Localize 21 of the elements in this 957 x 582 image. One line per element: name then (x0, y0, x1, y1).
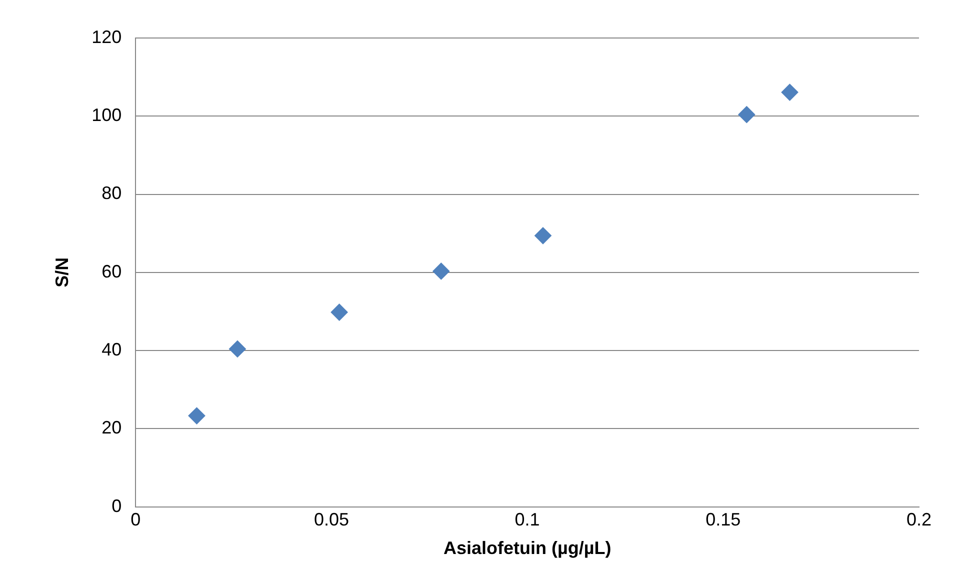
y-axis-title: S/N (52, 257, 72, 288)
y-tick-label: 20 (102, 418, 122, 438)
y-tick-label: 100 (92, 105, 122, 126)
y-tick-label: 60 (102, 261, 122, 282)
y-tick-label: 80 (102, 183, 122, 204)
point (188, 407, 206, 424)
point (432, 262, 450, 280)
x-tick-label: 0.05 (314, 510, 349, 530)
y-tick-label: 40 (102, 340, 122, 360)
point (738, 106, 756, 124)
y-tick-label: 120 (92, 26, 122, 47)
point (781, 84, 798, 101)
x-axis-title: Asialofetuin (µg/µL) (443, 538, 612, 558)
y-tick-label: 0 (112, 496, 122, 516)
point (228, 340, 246, 358)
point (534, 227, 552, 244)
x-tick-label: 0 (130, 510, 141, 530)
x-tick-label: 0.15 (706, 510, 741, 530)
x-tick-label: 0.1 (514, 510, 540, 530)
point (330, 304, 348, 321)
x-tick-label: 0.2 (906, 510, 932, 530)
